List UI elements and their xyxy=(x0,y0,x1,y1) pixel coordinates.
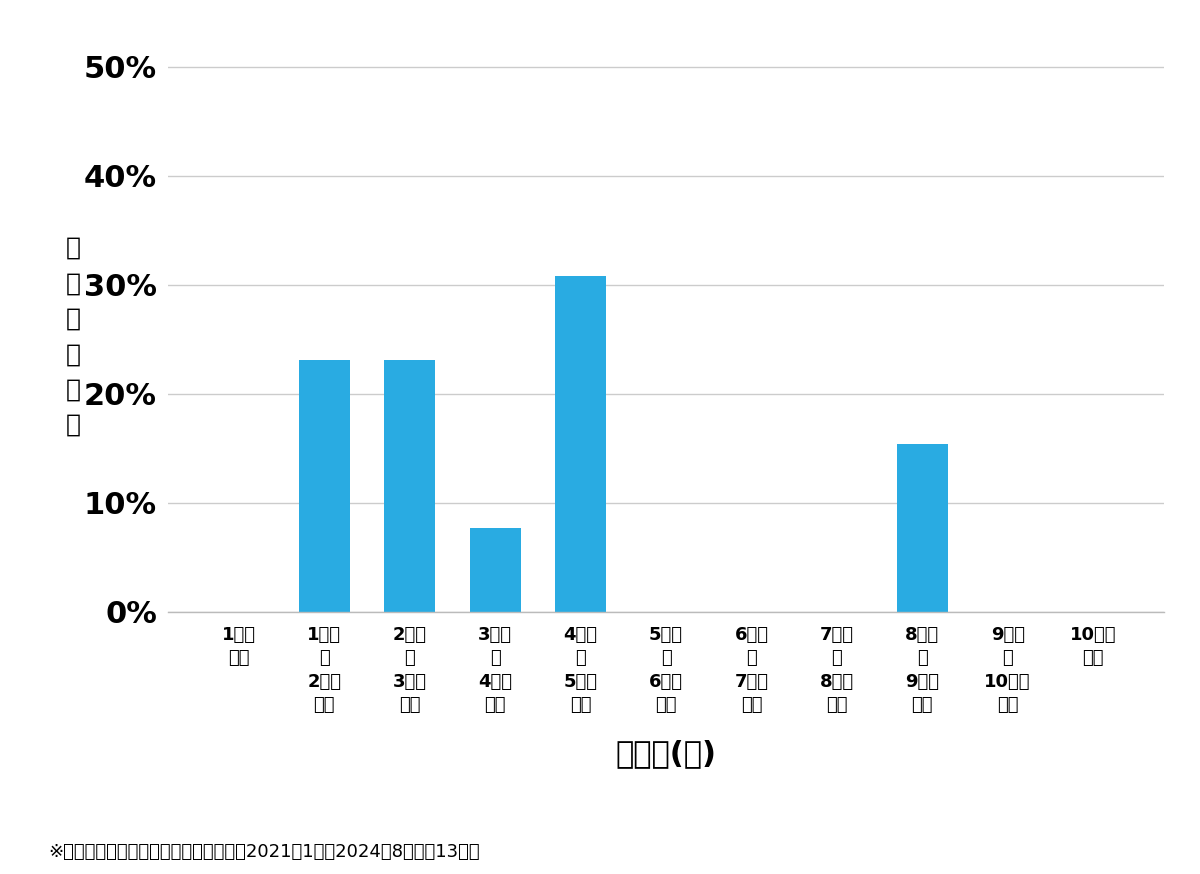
Text: 価
格
帯
の
割
合: 価 格 帯 の 割 合 xyxy=(66,236,80,437)
Text: ※弊社受付の案件を対象に集計（期間：2021年1月～2024年8月、記13件）: ※弊社受付の案件を対象に集計（期間：2021年1月～2024年8月、記13件） xyxy=(48,843,480,861)
Bar xyxy=(896,444,948,612)
X-axis label: 価格帯(円): 価格帯(円) xyxy=(616,739,716,768)
Bar xyxy=(469,528,521,612)
Bar xyxy=(384,360,436,612)
Bar xyxy=(299,360,350,612)
Bar xyxy=(554,276,606,612)
